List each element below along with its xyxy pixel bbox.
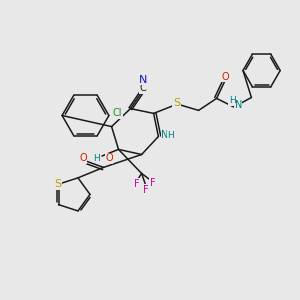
Text: Cl: Cl bbox=[112, 108, 122, 118]
Text: H: H bbox=[168, 130, 174, 140]
Text: F: F bbox=[134, 178, 139, 189]
Text: N: N bbox=[161, 130, 169, 140]
Text: H: H bbox=[93, 154, 100, 163]
Text: O: O bbox=[105, 153, 112, 164]
Text: S: S bbox=[173, 98, 180, 108]
Text: F: F bbox=[150, 178, 155, 188]
Text: H: H bbox=[229, 96, 236, 105]
Text: O: O bbox=[222, 71, 230, 82]
Text: F: F bbox=[143, 184, 148, 195]
Text: N: N bbox=[139, 75, 147, 85]
Text: O: O bbox=[79, 153, 87, 163]
Text: C: C bbox=[139, 83, 146, 93]
Text: S: S bbox=[54, 179, 61, 189]
Text: N: N bbox=[235, 100, 242, 110]
